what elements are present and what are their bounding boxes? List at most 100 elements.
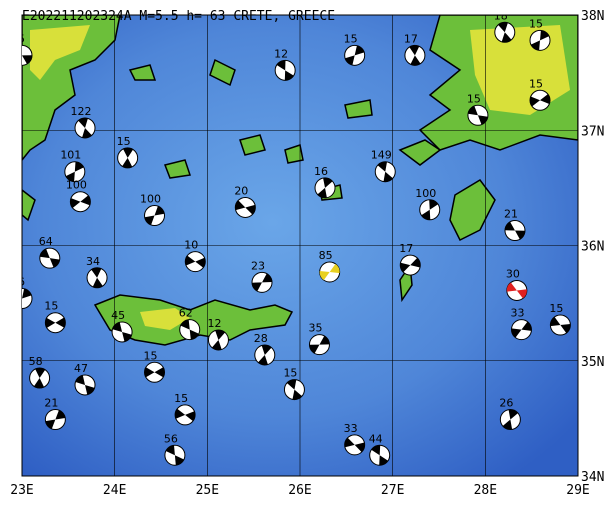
depth-label: 30 [506, 267, 520, 280]
beachball-quadrant [252, 273, 272, 292]
beachball [274, 59, 296, 81]
beachball-quadrant [344, 437, 365, 453]
beachball [22, 44, 33, 66]
beachball-quadrant [112, 322, 132, 342]
lon-tick-label: 28E [474, 483, 497, 498]
events: 15 122 101 100 64 34 76 15 45 15 100 10 62 12 23 20 12 16… [11, 9, 571, 466]
depth-label: 18 [494, 9, 508, 22]
lat-tick-label: 37N [581, 124, 604, 139]
beachball-quadrant [45, 410, 66, 429]
beachball-quadrant [309, 335, 330, 354]
beachball-quadrant [377, 161, 393, 182]
depth-label: 100 [415, 187, 436, 200]
depth-label: 15 [549, 302, 563, 315]
frame [21, 14, 579, 477]
depth-label: 15 [144, 349, 158, 362]
beachball [39, 247, 61, 269]
lon-tick-label: 23E [10, 483, 33, 498]
beachball-quadrant [70, 195, 91, 208]
depth-label: 10 [184, 239, 198, 252]
beachball-quadrant [345, 45, 365, 66]
depth-label: 28 [254, 332, 268, 345]
beachball [308, 334, 330, 356]
beachball-quadrant [45, 317, 66, 328]
beachball-quadrant [122, 147, 134, 168]
beachball-quadrant [91, 267, 103, 288]
beachball-quadrant [317, 177, 333, 198]
depth-label: 101 [60, 149, 81, 162]
beachball [207, 329, 229, 351]
beachball-quadrant [75, 375, 95, 395]
beachball [164, 444, 186, 466]
depth-label: 15 [174, 392, 188, 405]
depth-label: 44 [369, 432, 383, 445]
beachball-quadrant [400, 257, 421, 273]
depth-label: 47 [74, 362, 88, 375]
beachball [404, 44, 426, 66]
beachball-quadrant [65, 161, 84, 182]
beachball-quadrant [235, 200, 256, 215]
beachball [251, 271, 273, 293]
depth-label: 12 [207, 317, 221, 330]
beachball-quadrant [39, 248, 60, 268]
beachball-quadrant [468, 105, 488, 125]
beachball-quadrant [286, 379, 302, 400]
depth-label: 15 [11, 32, 25, 45]
lat-tick-label: 35N [581, 355, 604, 370]
beachball [499, 409, 521, 431]
depth-label: 15 [467, 92, 481, 105]
depth-label: 100 [140, 193, 161, 206]
depth-label: 58 [29, 355, 43, 368]
beachball [529, 89, 551, 111]
beachball-quadrant [258, 345, 272, 365]
beachball [399, 254, 421, 276]
lon-tick-label: 27E [381, 483, 404, 498]
beachball-quadrant [550, 316, 571, 334]
beachball-quadrant [409, 45, 421, 66]
beachball [549, 314, 571, 336]
beachball-quadrant [175, 408, 196, 422]
depth-label: 15 [344, 32, 358, 45]
beachball-quadrant [165, 445, 184, 466]
beachball [144, 205, 166, 227]
lon-tick-label: 25E [196, 483, 219, 498]
depth-label: 33 [510, 307, 524, 320]
beachball [64, 161, 86, 183]
beachball-quadrant [502, 409, 518, 430]
lon-tick-label: 24E [103, 483, 126, 498]
depth-label: 56 [164, 432, 178, 445]
beachball-quadrant [529, 94, 551, 107]
beachball-quadrant [144, 367, 165, 378]
beachball [374, 161, 396, 183]
beachball-quadrant [22, 55, 33, 64]
beachball-quadrant [511, 321, 532, 338]
beachball [510, 319, 532, 341]
beachball-quadrant [276, 60, 294, 81]
beachball [184, 251, 206, 273]
lat-tick-label: 36N [581, 240, 604, 255]
depth-label: 20 [234, 184, 248, 197]
depth-label: 34 [86, 255, 100, 268]
beachball [86, 267, 108, 289]
depth-label: 122 [71, 105, 92, 118]
beachball [504, 220, 526, 242]
depth-label: 17 [399, 242, 413, 255]
beachball-quadrant [371, 445, 389, 466]
beachball [494, 21, 516, 43]
lon-tick-label: 26E [288, 483, 311, 498]
beachball-quadrant [421, 199, 439, 220]
beachball-quadrant [506, 282, 527, 299]
beachball [344, 44, 366, 66]
beachball-quadrant [22, 288, 32, 299]
beachball [529, 29, 551, 51]
beachball-quadrant [498, 22, 512, 43]
lat-tick-label: 38N [581, 9, 604, 24]
beachball [369, 444, 391, 466]
beachball [314, 177, 336, 199]
beachball-quadrant [211, 329, 225, 351]
beachball [419, 199, 441, 221]
beachball [117, 147, 139, 169]
beachball [22, 288, 33, 310]
beachball [144, 361, 166, 383]
